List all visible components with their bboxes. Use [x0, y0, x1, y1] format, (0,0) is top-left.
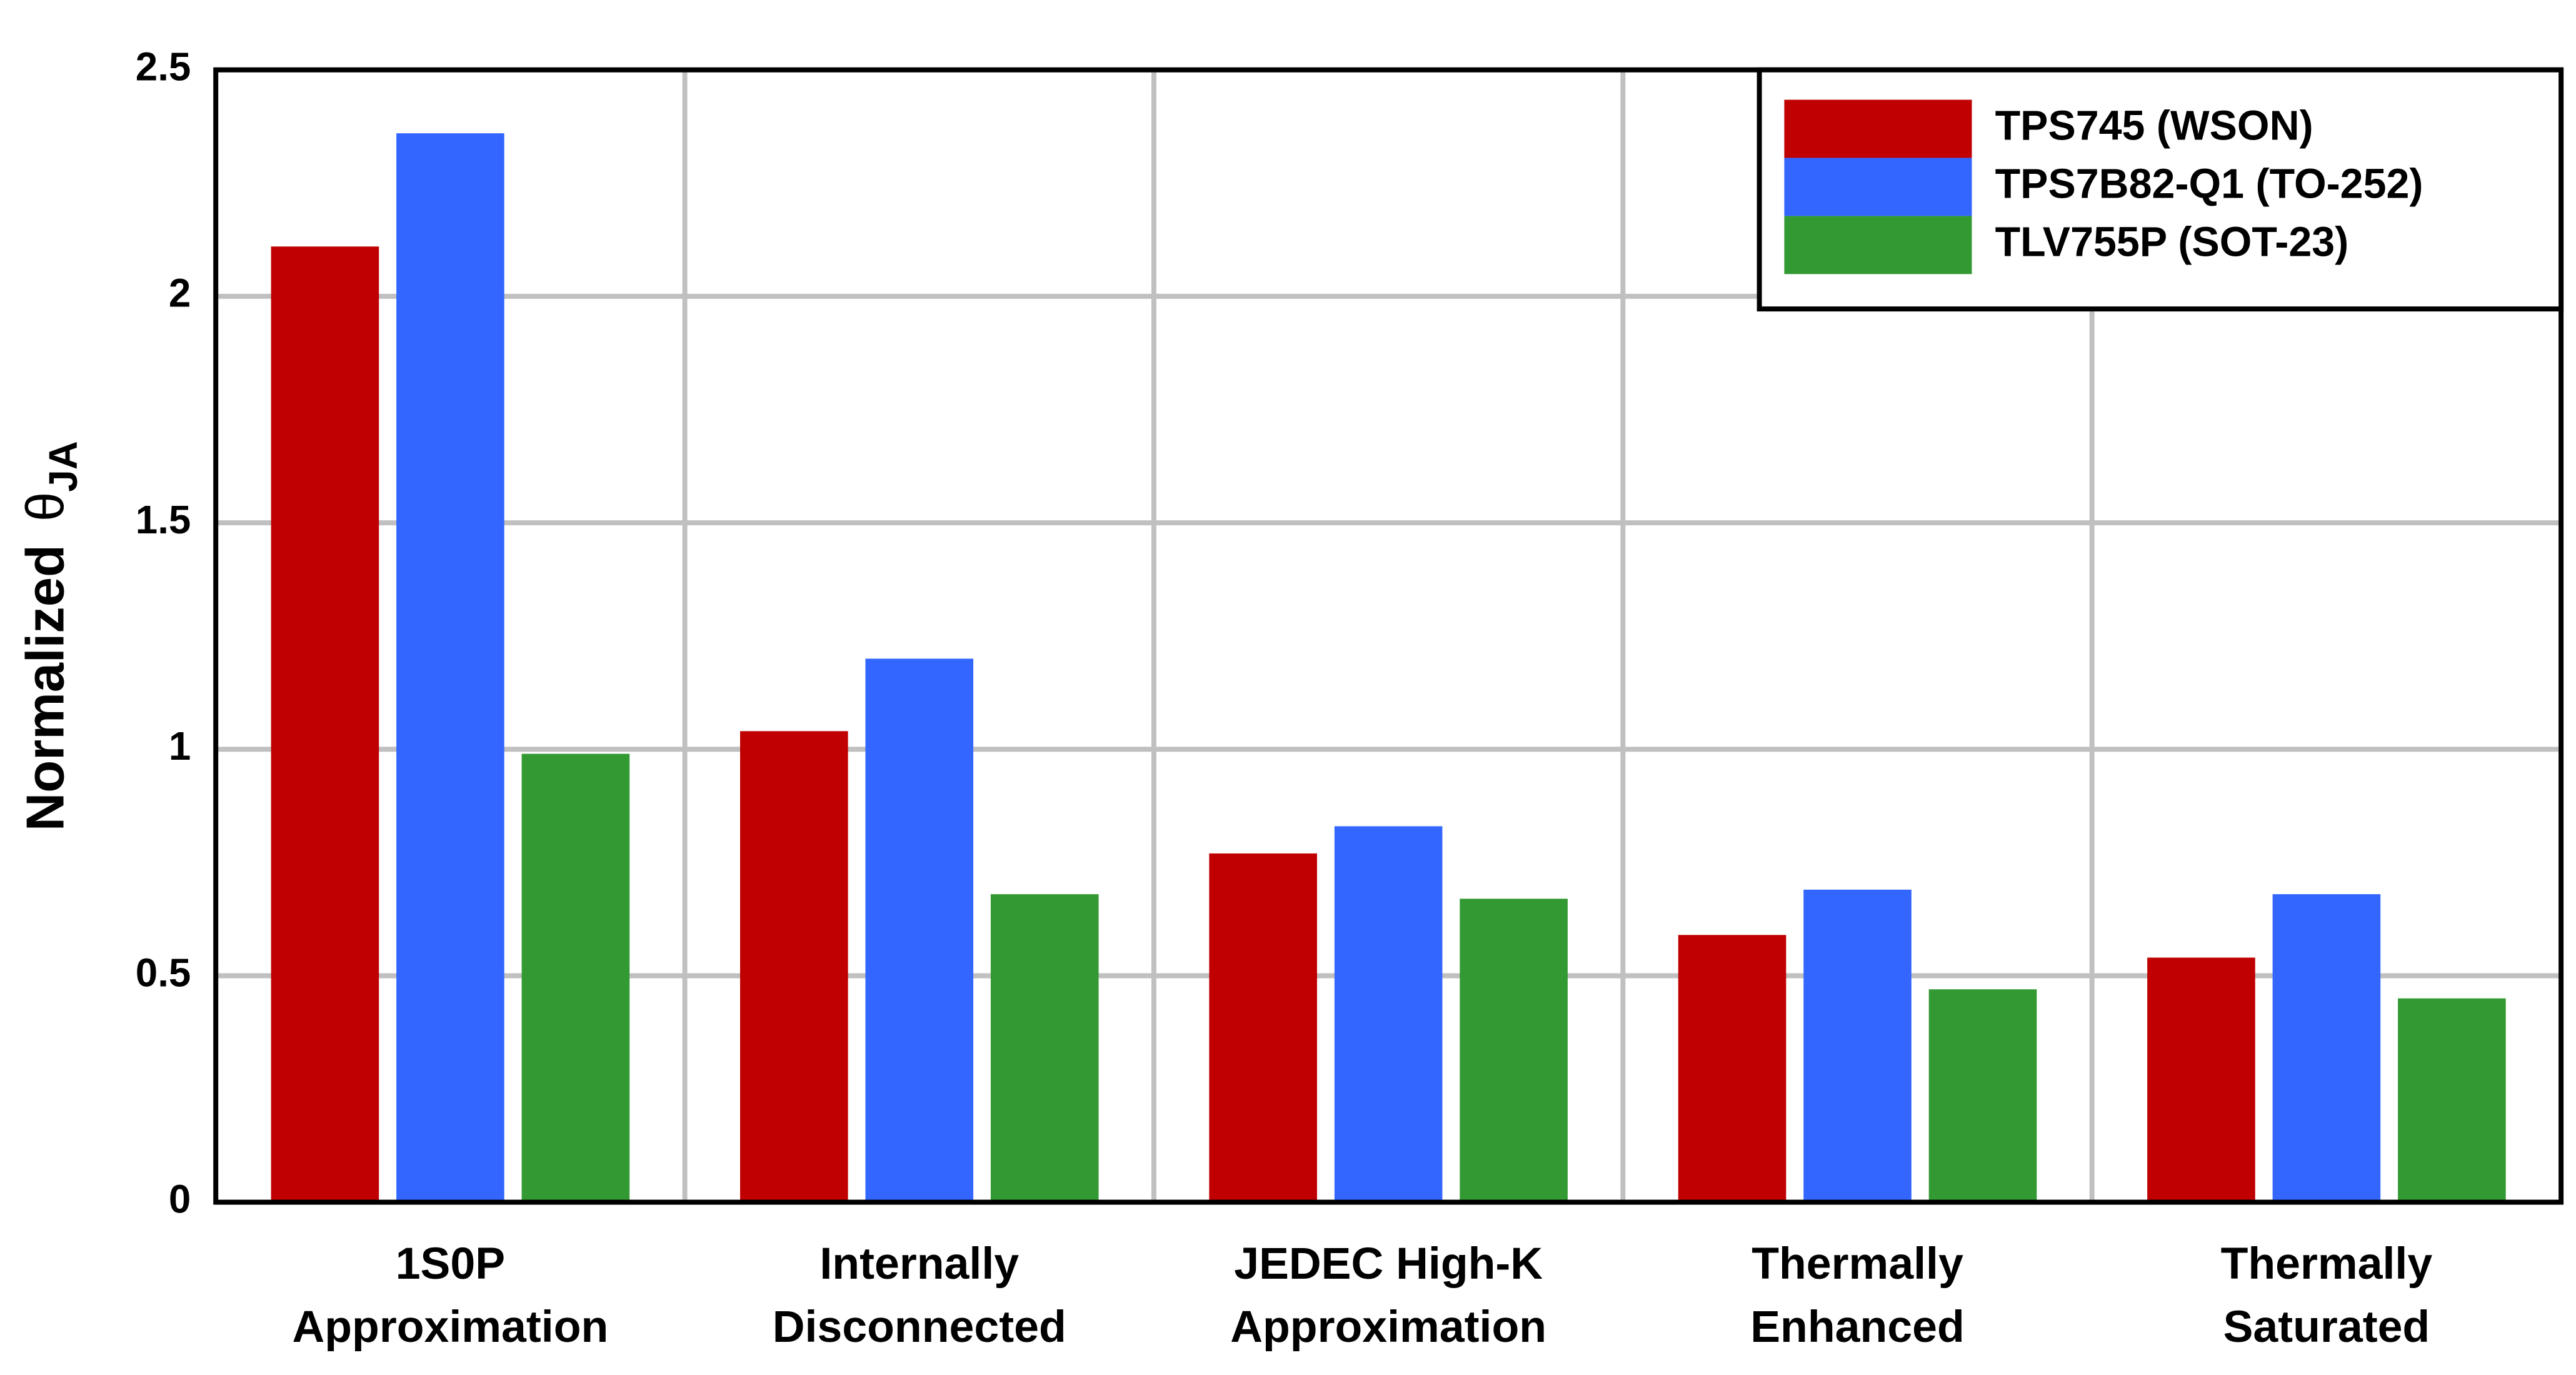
bar [865, 658, 974, 1202]
legend-label: TLV755P (SOT-23) [1995, 219, 2349, 265]
x-tick-label-line: Approximation [1230, 1302, 1546, 1352]
bar [1334, 826, 1443, 1202]
bar [2398, 998, 2506, 1202]
y-tick-label: 1.5 [136, 497, 191, 542]
x-tick-label-line: JEDEC High-K [1234, 1239, 1543, 1289]
y-tick-label: 1 [169, 723, 191, 768]
x-tick-label: Internally Disconnected [773, 1239, 1066, 1352]
x-tick-label: Thermally Enhanced [1750, 1239, 1965, 1352]
bar [271, 246, 379, 1202]
bar [1460, 899, 1568, 1202]
y-tick-label: 2.5 [136, 44, 191, 89]
x-tick-label: Thermally Saturated [2221, 1239, 2433, 1352]
y-axis-label: Normalized θJA [16, 441, 86, 831]
x-tick-label-line: Disconnected [773, 1302, 1066, 1352]
legend-label: TPS745 (WSON) [1995, 103, 2313, 149]
y-axis-label-subscript: JA [41, 441, 86, 491]
bar [1678, 935, 1787, 1202]
x-tick-label-line: 1S0P [396, 1239, 505, 1289]
y-tick-label: 2 [169, 271, 191, 316]
x-tick-label: 1S0P Approximation [292, 1239, 608, 1352]
bar [396, 133, 504, 1202]
y-tick-label: 0.5 [136, 950, 191, 995]
y-axis-label-symbol: θ [16, 492, 76, 521]
x-tick-label-line: Thermally [1752, 1239, 1963, 1289]
bars [271, 133, 2506, 1202]
legend-label: TPS7B82-Q1 (TO-252) [1995, 161, 2423, 207]
bar [1803, 889, 1912, 1202]
bar [521, 753, 630, 1202]
legend-swatch [1784, 216, 1972, 274]
plot-frame [213, 67, 2564, 1205]
bar [990, 894, 1099, 1202]
bar [2147, 957, 2255, 1202]
y-tick-label: 0 [169, 1176, 191, 1221]
x-tick-label-line: Enhanced [1750, 1302, 1965, 1352]
x-tick-label-line: Internally [819, 1239, 1019, 1289]
x-tick-label: JEDEC High-K Approximation [1230, 1239, 1546, 1352]
x-tick-label-line: Saturated [2223, 1302, 2430, 1352]
bar [2272, 894, 2381, 1202]
bar [1928, 989, 2037, 1202]
bar [1209, 853, 1317, 1202]
x-tick-label-line: Approximation [292, 1302, 608, 1352]
x-tick-label-line: Thermally [2221, 1239, 2433, 1289]
y-axis-label-text: Normalized [16, 545, 76, 831]
legend-swatch [1784, 99, 1972, 158]
legend-swatch [1784, 158, 1972, 216]
bar [739, 731, 848, 1202]
